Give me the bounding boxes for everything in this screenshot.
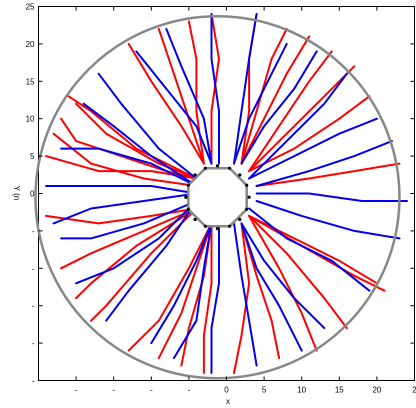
x-tick-label-6: 10 xyxy=(297,386,306,395)
outer-boundary-circle xyxy=(34,14,401,380)
trajectory-line-red-19 xyxy=(248,65,356,173)
trajectory-line-blue-54 xyxy=(240,222,303,352)
boundary-layer xyxy=(34,14,401,380)
inner-marker-5 xyxy=(203,166,207,170)
inner-marker-9 xyxy=(186,207,190,211)
trajectory-line-red-6 xyxy=(60,207,198,270)
trajectory-line-red-8 xyxy=(90,207,198,322)
y-tick-label-3: 10 xyxy=(26,115,35,124)
inner-marker-14 xyxy=(238,217,242,222)
x-tick-label-3: - xyxy=(188,386,191,395)
y-tick-label-9: - xyxy=(32,339,35,348)
trajectory-line-red-28 xyxy=(233,222,251,374)
trajectory-line-blue-35 xyxy=(75,200,198,285)
trajectory-line-blue-44 xyxy=(233,13,258,165)
trajectory-line-blue-41 xyxy=(210,13,220,165)
inner-marker-2 xyxy=(238,173,242,177)
ticks-layer: - - - - 0 5 10 15 20 2 25 20 15 10 5 0 - - - - - xyxy=(26,3,416,395)
y-tick-label-6: - xyxy=(32,227,35,236)
x-tick-label-4: 0 xyxy=(224,386,229,395)
trajectory-line-blue-31 xyxy=(52,192,198,225)
y-tick-label-7: - xyxy=(32,264,35,273)
trajectory-line-blue-32 xyxy=(82,102,198,187)
trajectory-line-red-12 xyxy=(202,222,213,374)
inner-marker-7 xyxy=(186,183,190,187)
trajectory-line-blue-53 xyxy=(233,222,258,367)
inner-marker-13 xyxy=(227,224,232,228)
trajectory-line-blue-34 xyxy=(97,72,198,180)
inner-octagon-boundary xyxy=(187,166,248,228)
trajectory-line-blue-52 xyxy=(240,222,326,330)
trajectory-line-blue-46 xyxy=(240,50,318,165)
x-tick-label-2: - xyxy=(150,386,153,395)
trajectory-line-blue-43 xyxy=(135,50,213,165)
trajectory-line-blue-50 xyxy=(255,200,401,240)
x-tick-label-1: - xyxy=(112,386,115,395)
y-tick-label-10: - xyxy=(32,377,35,386)
trajectory-line-blue-40 xyxy=(150,222,213,345)
trajectory-line-red-17 xyxy=(240,35,311,165)
trajectory-line-red-26 xyxy=(240,222,281,360)
inner-marker-10 xyxy=(193,217,197,222)
y-tick-label-4: 5 xyxy=(30,152,35,161)
x-axis-title: x xyxy=(226,397,230,406)
inner-marker-15 xyxy=(245,207,249,211)
series-layer xyxy=(45,13,408,374)
trajectory-line-blue-45 xyxy=(233,42,288,165)
x-tick-label-7: 15 xyxy=(335,386,344,395)
inner-marker-4 xyxy=(215,164,220,168)
inner-marker-6 xyxy=(193,173,197,177)
trajectory-line-red-5 xyxy=(45,207,198,225)
x-tick-label-5: 5 xyxy=(262,386,267,395)
y-axis-title: Y (n xyxy=(12,186,21,201)
y-tick-label-8: - xyxy=(32,302,35,311)
trajectory-line-red-11 xyxy=(127,222,213,352)
y-tick-label-2: 15 xyxy=(26,77,35,86)
trajectory-line-red-13 xyxy=(157,27,205,165)
trajectory-line-blue-49 xyxy=(255,192,408,202)
trajectory-line-blue-42 xyxy=(165,27,213,165)
trajectory-line-blue-55 xyxy=(248,72,348,180)
trajectory-line-blue-33 xyxy=(60,147,198,187)
trajectory-line-red-25 xyxy=(248,214,318,352)
x-tick-label-9: 2 xyxy=(412,386,416,395)
x-tick-label-0: - xyxy=(75,386,78,395)
trajectory-line-red-15 xyxy=(127,42,205,165)
trajectory-line-blue-39 xyxy=(210,222,220,374)
trajectory-line-red-23 xyxy=(248,214,348,330)
trajectory-line-blue-36 xyxy=(60,200,198,240)
trajectory-line-red-18 xyxy=(240,27,288,165)
trajectory-line-blue-51 xyxy=(248,207,371,292)
trajectory-line-red-3 xyxy=(67,95,198,180)
trajectory-line-blue-30 xyxy=(45,185,198,195)
y-tick-label-5: 0 xyxy=(30,190,35,199)
inner-marker-11 xyxy=(203,224,207,228)
trajectory-line-blue-48 xyxy=(255,140,393,187)
inner-marker-0 xyxy=(247,195,251,199)
trajectory-line-red-21 xyxy=(248,50,333,173)
trajectory-line-red-9 xyxy=(157,222,213,360)
trajectory-line-red-27 xyxy=(248,214,386,292)
inner-marker-12 xyxy=(215,227,220,231)
trajectory-line-blue-47 xyxy=(248,117,378,180)
inner-marker-8 xyxy=(184,195,188,199)
trajectory-line-blue-37 xyxy=(105,200,198,322)
x-tick-label-8: 20 xyxy=(372,386,381,395)
trajectory-line-red-7 xyxy=(75,207,198,300)
y-tick-label-1: 20 xyxy=(26,40,35,49)
inner-marker-1 xyxy=(245,183,249,187)
y-tick-label-0: 25 xyxy=(26,3,35,12)
trajectory-line-blue-38 xyxy=(172,222,213,360)
trajectory-line-red-1 xyxy=(75,102,198,180)
trajectory-line-red-20 xyxy=(248,95,371,173)
trajectory-line-red-4 xyxy=(52,132,198,187)
trajectory-line-red-29 xyxy=(255,162,401,187)
inner-marker-3 xyxy=(227,166,232,170)
